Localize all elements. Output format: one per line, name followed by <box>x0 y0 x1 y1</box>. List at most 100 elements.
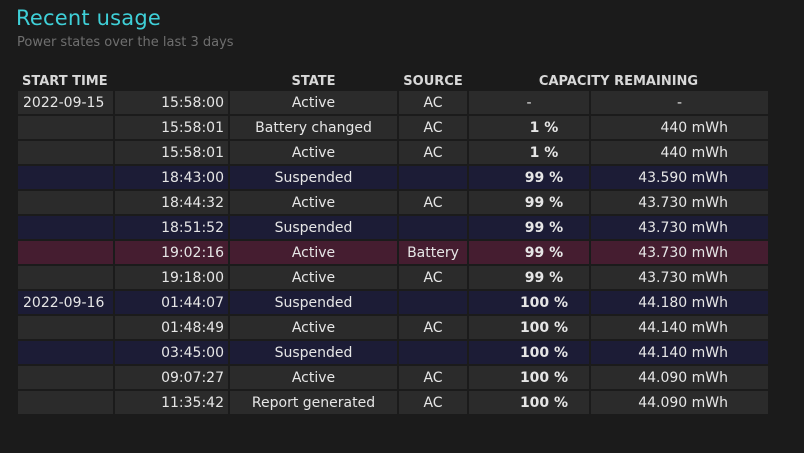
capacity-cell: 43.730 mWh <box>591 241 768 266</box>
table-row: 18:51:52 Suspended 99 % 43.730 mWh <box>18 216 768 241</box>
source-cell: AC <box>399 191 467 216</box>
table-header-row: START TIME STATE SOURCE CAPACITY REMAINI… <box>18 71 768 91</box>
capacity-cell: 44.090 mWh <box>591 366 768 391</box>
table-row: 09:07:27 Active AC 100 % 44.090 mWh <box>18 366 768 391</box>
source-cell: Battery <box>399 241 467 266</box>
source-cell <box>399 216 467 241</box>
date-cell <box>18 366 113 391</box>
capacity-cell: 440 mWh <box>591 141 768 166</box>
percent-cell: 99 % <box>469 266 589 291</box>
time-cell: 15:58:01 <box>115 141 228 166</box>
page-title: Recent usage <box>16 6 162 30</box>
source-cell: AC <box>399 141 467 166</box>
table-row: 15:58:01 Active AC 1 % 440 mWh <box>18 141 768 166</box>
percent-cell: 99 % <box>469 241 589 266</box>
source-cell: AC <box>399 116 467 141</box>
time-cell: 19:18:00 <box>115 266 228 291</box>
date-cell <box>18 116 113 141</box>
table-row: 15:58:01 Battery changed AC 1 % 440 mWh <box>18 116 768 141</box>
header-state: STATE <box>291 73 336 89</box>
date-cell <box>18 191 113 216</box>
header-capacity-remaining: CAPACITY REMAINING <box>538 73 699 89</box>
capacity-cell: 43.730 mWh <box>591 216 768 241</box>
capacity-cell: 440 mWh <box>591 116 768 141</box>
percent-cell: 1 % <box>469 141 589 166</box>
percent-cell: 100 % <box>469 341 589 366</box>
source-cell: AC <box>399 316 467 341</box>
state-cell: Active <box>230 241 397 266</box>
page-subtitle: Power states over the last 3 days <box>17 35 234 50</box>
date-cell <box>18 141 113 166</box>
date-cell <box>18 266 113 291</box>
table-row: 2022-09-15 15:58:00 Active AC - - <box>18 91 768 116</box>
recent-usage-table: START TIME STATE SOURCE CAPACITY REMAINI… <box>16 71 770 416</box>
header-start-time: START TIME <box>22 73 108 89</box>
time-cell: 19:02:16 <box>115 241 228 266</box>
capacity-cell: 44.090 mWh <box>591 391 768 416</box>
state-cell: Active <box>230 266 397 291</box>
table-row: 2022-09-16 01:44:07 Suspended 100 % 44.180 m… <box>18 291 768 316</box>
source-cell: AC <box>399 366 467 391</box>
capacity-cell: 44.180 mWh <box>591 291 768 316</box>
table-row: 01:48:49 Active AC 100 % 44.140 mWh <box>18 316 768 341</box>
time-cell: 18:43:00 <box>115 166 228 191</box>
state-cell: Active <box>230 141 397 166</box>
table-row: 03:45:00 Suspended 100 % 44.140 mWh <box>18 341 768 366</box>
state-cell: Battery changed <box>230 116 397 141</box>
time-cell: 01:44:07 <box>115 291 228 316</box>
state-cell: Suspended <box>230 166 397 191</box>
percent-cell: 99 % <box>469 166 589 191</box>
source-cell <box>399 166 467 191</box>
date-cell: 2022-09-16 <box>18 291 113 316</box>
date-cell <box>18 166 113 191</box>
table-row: 11:35:42 Report generated AC 100 % 44.090 mW… <box>18 391 768 416</box>
header-source: SOURCE <box>403 73 463 89</box>
state-cell: Suspended <box>230 291 397 316</box>
source-cell: AC <box>399 266 467 291</box>
time-cell: 09:07:27 <box>115 366 228 391</box>
state-cell: Active <box>230 366 397 391</box>
table-row: 19:02:16 Active Battery 99 % 43.730 mWh <box>18 241 768 266</box>
capacity-cell: 44.140 mWh <box>591 341 768 366</box>
time-cell: 03:45:00 <box>115 341 228 366</box>
time-cell: 15:58:00 <box>115 91 228 116</box>
percent-cell: - <box>469 91 589 116</box>
state-cell: Report generated <box>230 391 397 416</box>
percent-cell: 100 % <box>469 391 589 416</box>
capacity-cell: 43.730 mWh <box>591 266 768 291</box>
date-cell <box>18 241 113 266</box>
time-cell: 18:44:32 <box>115 191 228 216</box>
date-cell: 2022-09-15 <box>18 91 113 116</box>
time-cell: 01:48:49 <box>115 316 228 341</box>
state-cell: Suspended <box>230 341 397 366</box>
date-cell <box>18 391 113 416</box>
table-row: 18:43:00 Suspended 99 % 43.590 mWh <box>18 166 768 191</box>
capacity-cell: 44.140 mWh <box>591 316 768 341</box>
state-cell: Active <box>230 316 397 341</box>
percent-cell: 1 % <box>469 116 589 141</box>
state-cell: Active <box>230 191 397 216</box>
capacity-cell: 43.730 mWh <box>591 191 768 216</box>
capacity-cell: 43.590 mWh <box>591 166 768 191</box>
percent-cell: 99 % <box>469 191 589 216</box>
date-cell <box>18 341 113 366</box>
date-cell <box>18 216 113 241</box>
source-cell: AC <box>399 91 467 116</box>
source-cell: AC <box>399 391 467 416</box>
state-cell: Active <box>230 91 397 116</box>
table-row: 19:18:00 Active AC 99 % 43.730 mWh <box>18 266 768 291</box>
date-cell <box>18 316 113 341</box>
percent-cell: 100 % <box>469 366 589 391</box>
percent-cell: 100 % <box>469 316 589 341</box>
time-cell: 11:35:42 <box>115 391 228 416</box>
table-row: 18:44:32 Active AC 99 % 43.730 mWh <box>18 191 768 216</box>
percent-cell: 99 % <box>469 216 589 241</box>
percent-cell: 100 % <box>469 291 589 316</box>
table-body: 2022-09-15 15:58:00 Active AC - -15:58:01 Batt… <box>18 91 768 416</box>
capacity-cell: - <box>591 91 768 116</box>
source-cell <box>399 291 467 316</box>
time-cell: 18:51:52 <box>115 216 228 241</box>
time-cell: 15:58:01 <box>115 116 228 141</box>
source-cell <box>399 341 467 366</box>
state-cell: Suspended <box>230 216 397 241</box>
